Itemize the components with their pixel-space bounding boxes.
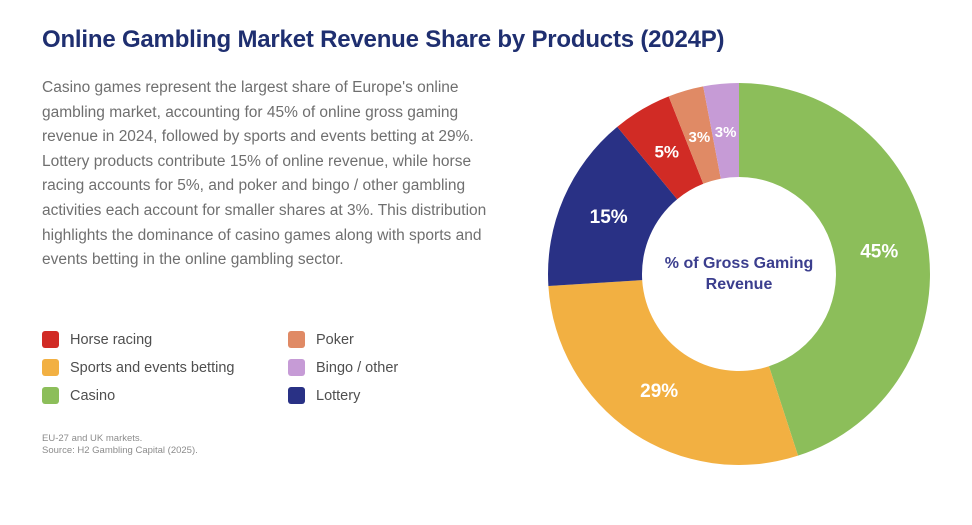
slice-value-label-bingo-other: 3% [715, 124, 737, 141]
legend-label: Bingo / other [316, 359, 399, 376]
legend-swatch-horse-racing [42, 331, 59, 348]
chart-center-label: % of Gross Gaming Revenue [664, 255, 814, 293]
slice-poker [668, 86, 721, 184]
description-text: Casino games represent the largest share… [42, 79, 487, 269]
footnote-line-2: Source: H2 Gambling Capital (2025). [42, 444, 198, 456]
slice-value-label-casino: 45% [860, 241, 898, 262]
slice-lottery [548, 126, 678, 286]
legend-item-sports-and-events-betting: Sports and events betting [42, 359, 288, 376]
legend-label: Horse racing [70, 331, 153, 348]
footnote-line-1: EU-27 and UK markets. [42, 433, 143, 444]
legend-swatch-casino [42, 387, 59, 404]
legend-swatch-bingo-other [288, 359, 305, 376]
legend-item-lottery: Lottery [288, 387, 398, 404]
slice-value-label-poker: 3% [689, 129, 711, 146]
legend-column-2: Poker Bingo / other Lottery [288, 331, 398, 404]
slice-horse-racing [617, 96, 704, 200]
donut-chart-svg: 45% 29% 15% 5% 3% 3% [548, 83, 930, 465]
legend-item-horse-racing: Horse racing [42, 331, 288, 348]
slice-sports-and-events-betting [548, 280, 799, 465]
slice-value-label-horse-racing: 5% [654, 142, 679, 161]
footnote: EU-27 and UK markets. Source: H2 Gamblin… [42, 433, 198, 456]
slice-value-label-sports-and-events-betting: 29% [640, 381, 678, 402]
slice-value-label-lottery: 15% [590, 207, 628, 228]
slice-casino [739, 83, 930, 456]
slice-bingo-other [703, 83, 739, 179]
legend: Horse racing Sports and events betting Cas… [42, 331, 398, 404]
legend-label: Sports and events betting [70, 359, 235, 376]
legend-item-casino: Casino [42, 387, 288, 404]
legend-label: Casino [70, 387, 116, 404]
legend-swatch-poker [288, 331, 305, 348]
legend-item-bingo-other: Bingo / other [288, 359, 398, 376]
legend-column-1: Horse racing Sports and events betting Cas… [42, 331, 288, 404]
legend-swatch-lottery [288, 387, 305, 404]
legend-label: Lottery [316, 387, 361, 404]
legend-label: Poker [316, 331, 354, 348]
page-title: Online Gambling Market Revenue Share by … [42, 26, 725, 53]
legend-swatch-sports-and-events-betting [42, 359, 59, 376]
legend-item-poker: Poker [288, 331, 398, 348]
donut-chart: 45% 29% 15% 5% 3% 3% % of Gross Gaming Revenu… [548, 83, 930, 465]
